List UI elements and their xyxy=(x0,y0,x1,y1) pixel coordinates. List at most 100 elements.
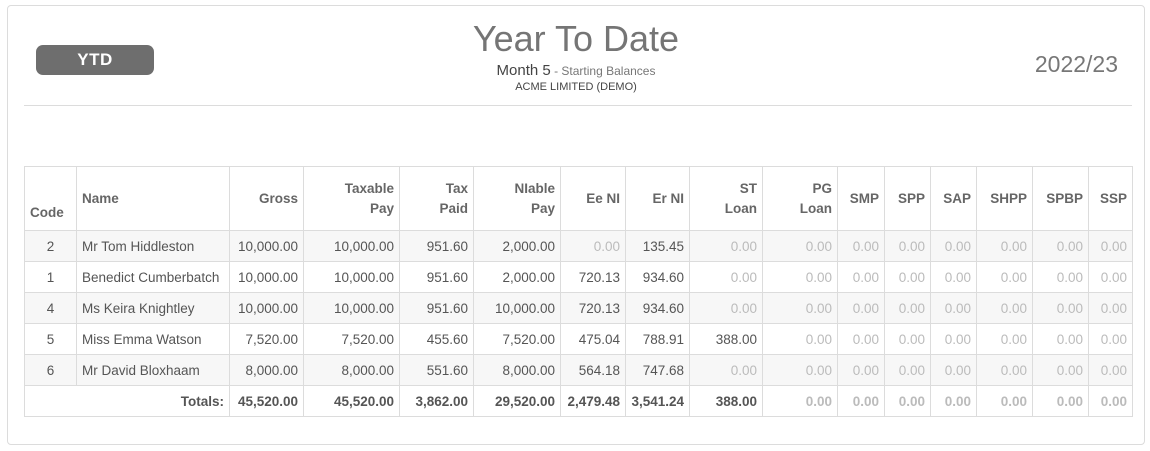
cell-st-loan: 0.00 xyxy=(689,261,763,293)
cell-spbp: 0.00 xyxy=(1032,261,1089,293)
column-header-line1: NIable xyxy=(514,180,555,196)
column-header-tax-paid[interactable]: Tax Paid xyxy=(399,166,474,231)
column-header-line1: ST xyxy=(739,180,757,196)
column-header-st-loan[interactable]: ST Loan xyxy=(689,166,763,231)
cell-tax-paid: 951.60 xyxy=(399,261,474,293)
total-er-ni: 3,541.24 xyxy=(625,385,690,417)
cell-gross: 8,000.00 xyxy=(229,354,304,386)
month-label: Month 5 xyxy=(496,62,551,79)
cell-st-loan: 0.00 xyxy=(689,230,763,262)
cell-code: 4 xyxy=(24,292,77,324)
column-header-line1: Tax xyxy=(445,180,468,196)
total-sap: 0.00 xyxy=(930,385,977,417)
cell-ee-ni: 720.13 xyxy=(560,261,626,293)
ytd-table: Code Name Gross Taxable Pay Tax Paid NIable Pay E… xyxy=(24,166,1133,417)
cell-ee-ni: 720.13 xyxy=(560,292,626,324)
cell-st-loan: 0.00 xyxy=(689,354,763,386)
column-header-spp[interactable]: SPP xyxy=(884,166,931,231)
cell-pg-loan: 0.00 xyxy=(762,292,838,324)
cell-niable-pay: 7,520.00 xyxy=(473,323,561,355)
total-spbp: 0.00 xyxy=(1032,385,1089,417)
cell-code: 5 xyxy=(24,323,77,355)
table-row[interactable]: 1 Benedict Cumberbatch 10,000.00 10,000.00 9… xyxy=(24,261,1133,293)
total-pg-loan: 0.00 xyxy=(762,385,838,417)
table-row[interactable]: 5 Miss Emma Watson 7,520.00 7,520.00 455.60 7… xyxy=(24,323,1133,355)
cell-ssp: 0.00 xyxy=(1088,354,1133,386)
cell-niable-pay: 2,000.00 xyxy=(473,230,561,262)
table-header-row: Code Name Gross Taxable Pay Tax Paid NIable Pay E… xyxy=(24,166,1133,231)
cell-smp: 0.00 xyxy=(837,292,885,324)
total-smp: 0.00 xyxy=(837,385,885,417)
cell-ssp: 0.00 xyxy=(1088,261,1133,293)
cell-ssp: 0.00 xyxy=(1088,230,1133,262)
cell-st-loan: 388.00 xyxy=(689,323,763,355)
column-header-line1: SHPP xyxy=(990,190,1027,206)
ytd-card: YTD Year To Date Month 5 - Starting Bala… xyxy=(7,5,1145,445)
cell-taxable-pay: 10,000.00 xyxy=(303,292,400,324)
page-title: Year To Date xyxy=(472,18,680,59)
totals-label: Totals: xyxy=(24,385,230,417)
cell-pg-loan: 0.00 xyxy=(762,261,838,293)
cell-st-loan: 0.00 xyxy=(689,292,763,324)
cell-code: 6 xyxy=(24,354,77,386)
cell-spp: 0.00 xyxy=(884,354,931,386)
column-header-er-ni[interactable]: Er NI xyxy=(625,166,690,231)
column-header-line2: Code xyxy=(30,205,64,220)
cell-shpp: 0.00 xyxy=(976,230,1033,262)
total-shpp: 0.00 xyxy=(976,385,1033,417)
column-header-spbp[interactable]: SPBP xyxy=(1032,166,1089,231)
column-header-gross[interactable]: Gross xyxy=(229,166,304,231)
cell-niable-pay: 2,000.00 xyxy=(473,261,561,293)
cell-ssp: 0.00 xyxy=(1088,323,1133,355)
cell-spp: 0.00 xyxy=(884,323,931,355)
cell-pg-loan: 0.00 xyxy=(762,354,838,386)
column-header-line2: Paid xyxy=(439,200,468,216)
cell-taxable-pay: 8,000.00 xyxy=(303,354,400,386)
column-header-taxable-pay[interactable]: Taxable Pay xyxy=(303,166,400,231)
table-row[interactable]: 4 Ms Keira Knightley 10,000.00 10,000.00 951… xyxy=(24,292,1133,324)
ytd-badge[interactable]: YTD xyxy=(36,45,154,75)
page-subtitle: Month 5 - Starting Balances xyxy=(8,62,1144,79)
cell-gross: 10,000.00 xyxy=(229,230,304,262)
column-header-niable-pay[interactable]: NIable Pay xyxy=(473,166,561,231)
total-ee-ni: 2,479.48 xyxy=(560,385,626,417)
column-header-line1: Er NI xyxy=(652,190,684,206)
cell-tax-paid: 951.60 xyxy=(399,292,474,324)
table-row[interactable]: 2 Mr Tom Hiddleston 10,000.00 10,000.00 951.… xyxy=(24,230,1133,262)
cell-spbp: 0.00 xyxy=(1032,230,1089,262)
column-header-code[interactable]: Code xyxy=(24,166,77,231)
cell-ee-ni: 0.00 xyxy=(560,230,626,262)
cell-ee-ni: 475.04 xyxy=(560,323,626,355)
column-header-line1: Taxable xyxy=(344,180,394,196)
cell-shpp: 0.00 xyxy=(976,292,1033,324)
cell-smp: 0.00 xyxy=(837,354,885,386)
total-taxable-pay: 45,520.00 xyxy=(303,385,400,417)
column-header-line1: SPP xyxy=(897,190,925,206)
column-header-sap[interactable]: SAP xyxy=(930,166,977,231)
cell-smp: 0.00 xyxy=(837,230,885,262)
cell-smp: 0.00 xyxy=(837,261,885,293)
column-header-ee-ni[interactable]: Ee NI xyxy=(560,166,626,231)
cell-shpp: 0.00 xyxy=(976,323,1033,355)
totals-row: Totals: 45,520.00 45,520.00 3,862.00 29,520.… xyxy=(24,385,1133,417)
column-header-name[interactable]: Name xyxy=(76,166,230,231)
column-header-line1: PG xyxy=(812,180,832,196)
table-row[interactable]: 6 Mr David Bloxhaam 8,000.00 8,000.00 551.60… xyxy=(24,354,1133,386)
cell-tax-paid: 551.60 xyxy=(399,354,474,386)
cell-er-ni: 788.91 xyxy=(625,323,690,355)
column-header-ssp[interactable]: SSP xyxy=(1088,166,1133,231)
cell-er-ni: 934.60 xyxy=(625,261,690,293)
column-header-line2: Loan xyxy=(724,200,757,216)
cell-shpp: 0.00 xyxy=(976,354,1033,386)
cell-pg-loan: 0.00 xyxy=(762,230,838,262)
total-gross: 45,520.00 xyxy=(229,385,304,417)
cell-ee-ni: 564.18 xyxy=(560,354,626,386)
cell-code: 2 xyxy=(24,230,77,262)
column-header-pg-loan[interactable]: PG Loan xyxy=(762,166,838,231)
cell-er-ni: 135.45 xyxy=(625,230,690,262)
cell-code: 1 xyxy=(24,261,77,293)
column-header-smp[interactable]: SMP xyxy=(837,166,885,231)
header-divider xyxy=(24,105,1132,106)
column-header-shpp[interactable]: SHPP xyxy=(976,166,1033,231)
subtitle-separator: - xyxy=(550,64,562,78)
